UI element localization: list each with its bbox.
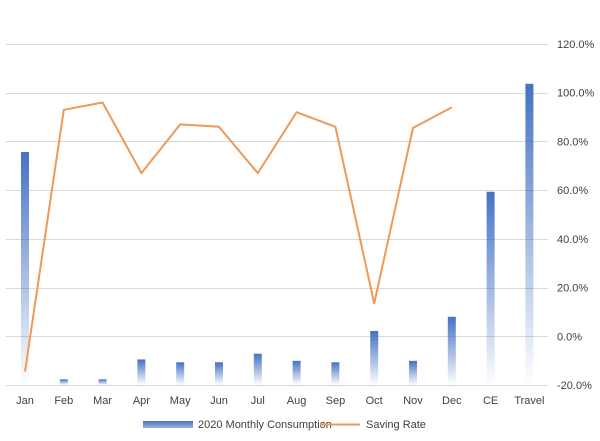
x-axis-tick-label: May: [170, 395, 191, 407]
y-axis-tick-label: 100.0%: [557, 88, 595, 100]
x-axis-tick-label: CE: [483, 395, 498, 407]
bar-jun: [215, 362, 223, 385]
y-axis-tick-label: 120.0%: [557, 39, 595, 51]
saving-rate-line: [24, 101, 453, 372]
x-axis-tick-label: Travel: [514, 395, 544, 407]
bar-may: [176, 362, 185, 385]
gridlines: [6, 44, 548, 386]
x-axis-tick-label: Apr: [133, 395, 150, 407]
x-axis-tick-label: Nov: [403, 395, 423, 407]
bar-dec: [447, 316, 456, 385]
x-axis-ticks: Jan Feb Mar Apr May Jun Jul Aug Sep Oct Nov Dec CE Tr…: [16, 395, 544, 407]
y-axis-tick-label: 60.0%: [557, 185, 588, 197]
x-axis-tick-label: Oct: [366, 395, 383, 407]
bar-ce: [486, 191, 495, 385]
bar-feb: [59, 379, 68, 385]
y-axis-tick-label: 80.0%: [557, 136, 588, 148]
legend-label-saving-rate: Saving Rate: [366, 419, 426, 431]
x-axis-tick-label: Sep: [326, 395, 346, 407]
x-axis-tick-label: Feb: [54, 395, 73, 407]
y-axis-tick-label: 40.0%: [557, 234, 588, 246]
x-axis-tick-label: Jan: [16, 395, 34, 407]
bar-jul: [253, 353, 262, 385]
legend: 2020 Monthly Consumption Saving Rate: [143, 419, 426, 431]
legend-label-consumption: 2020 Monthly Consumption: [198, 419, 332, 431]
y-axis-tick-label: 20.0%: [557, 283, 588, 295]
y-axis-tick-label: -20.0%: [557, 380, 592, 392]
right-axis-ticks: -20.0% 0.0% 20.0% 40.0% 60.0% 80.0% 100.0% 120.…: [557, 39, 595, 392]
x-axis-tick-label: Dec: [442, 395, 462, 407]
bar-apr: [137, 359, 146, 385]
bar-nov: [409, 360, 417, 385]
consumption-bars: [21, 83, 534, 386]
saving-rate-line-group: [24, 101, 453, 372]
bar-aug: [292, 360, 301, 385]
x-axis-tick-label: Mar: [93, 395, 112, 407]
bar-mar: [98, 379, 107, 385]
bar-travel: [525, 83, 534, 386]
y-axis-tick-label: 0.0%: [557, 331, 582, 343]
legend-swatch-consumption: [143, 421, 193, 428]
bar-sep: [331, 362, 340, 385]
bar-oct: [370, 331, 379, 385]
x-axis-tick-label: Jun: [210, 395, 228, 407]
x-axis-tick-label: Jul: [251, 395, 265, 407]
bar-jan: [21, 151, 29, 385]
x-axis-tick-label: Aug: [287, 395, 307, 407]
